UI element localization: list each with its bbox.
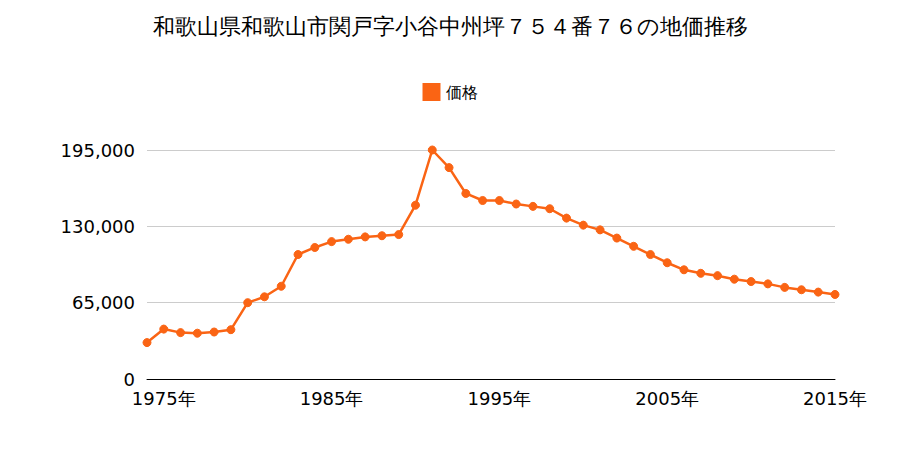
svg-text:1985年: 1985年	[300, 388, 364, 409]
svg-text:130,000: 130,000	[61, 216, 135, 237]
svg-text:0: 0	[124, 369, 135, 390]
svg-text:1975年: 1975年	[132, 388, 196, 409]
svg-text:2015年: 2015年	[803, 388, 867, 409]
svg-text:1995年: 1995年	[467, 388, 531, 409]
svg-text:価格: 価格	[446, 83, 478, 102]
svg-text:和歌山県和歌山市関戸字小谷中州坪７５４番７６の地価推移: 和歌山県和歌山市関戸字小谷中州坪７５４番７６の地価推移	[153, 14, 748, 39]
svg-text:195,000: 195,000	[61, 140, 135, 161]
svg-text:2005年: 2005年	[635, 388, 699, 409]
svg-text:65,000: 65,000	[72, 292, 135, 313]
